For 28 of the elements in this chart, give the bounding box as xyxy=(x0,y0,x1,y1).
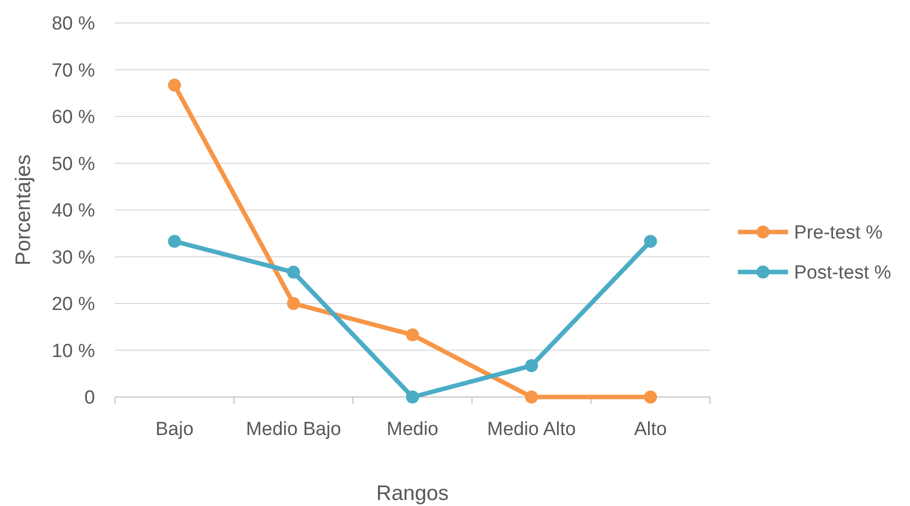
x-tick-label: Medio xyxy=(386,419,438,440)
x-tick-label: Medio Alto xyxy=(487,419,576,440)
y-tick-label: 10 % xyxy=(52,340,96,362)
y-tick-label: 0 xyxy=(84,388,95,409)
x-tick-label: Medio Bajo xyxy=(246,419,342,440)
point xyxy=(406,328,419,342)
point xyxy=(168,78,181,92)
y-tick-label: 70 % xyxy=(52,60,96,82)
point xyxy=(287,266,300,279)
point xyxy=(644,234,657,248)
x-tick-label: Bajo xyxy=(155,419,194,440)
point xyxy=(406,390,419,404)
y-tick-label: 20 % xyxy=(52,294,96,316)
x-axis-title: Rangos xyxy=(376,482,449,505)
y-axis-title: Porcentajes xyxy=(12,154,35,266)
legend-label: Pre-test % xyxy=(794,222,883,244)
y-tick-label: 60 % xyxy=(52,107,96,128)
x-tick-label: Alto xyxy=(634,419,667,440)
y-tick-label: 30 % xyxy=(52,247,96,268)
point xyxy=(168,234,181,248)
y-tick-label: 50 % xyxy=(52,154,96,175)
legend-label: Post-test % xyxy=(794,262,892,284)
point xyxy=(644,390,657,404)
y-tick-label: 80 % xyxy=(52,14,96,35)
y-tick-label: 40 % xyxy=(52,200,96,222)
point xyxy=(525,359,538,372)
point xyxy=(525,390,538,404)
point xyxy=(287,297,300,310)
